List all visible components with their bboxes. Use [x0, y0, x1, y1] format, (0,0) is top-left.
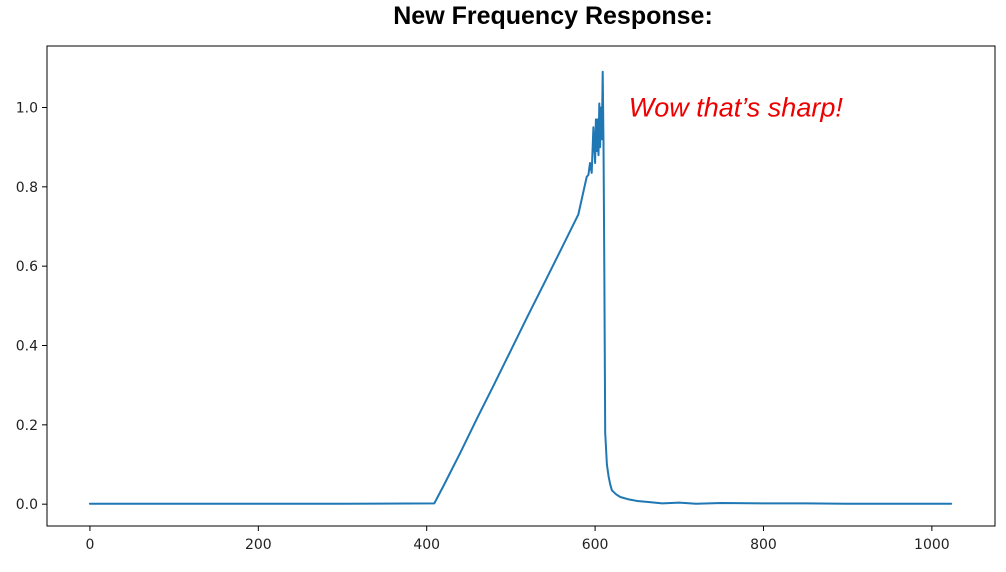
x-tick-label: 600 [582, 537, 609, 553]
y-tick-label: 0.2 [16, 418, 38, 434]
plot-area [46, 45, 996, 527]
annotation-text: Wow that’s sharp! [629, 92, 844, 122]
x-tick-label: 0 [85, 537, 94, 553]
series-layer [88, 70, 953, 505]
y-tick-label: 0.4 [16, 339, 38, 355]
y-tick-label: 0.6 [16, 259, 38, 275]
x-tick-label: 200 [245, 537, 272, 553]
x-tick-label: 400 [413, 537, 440, 553]
x-axis: 0 200 400 600 800 1000 [85, 526, 950, 553]
x-tick-label: 800 [750, 537, 777, 553]
y-tick-label: 0.8 [16, 180, 38, 196]
chart-title: New Frequency Response: [393, 2, 713, 30]
annotation-layer: Wow that’s sharp! [629, 92, 844, 122]
y-tick-label: 1.0 [16, 100, 38, 116]
series-line [88, 70, 953, 505]
y-axis: 0.0 0.2 0.4 0.6 0.8 1.0 [16, 100, 47, 513]
x-tick-label: 1000 [914, 537, 950, 553]
y-tick-label: 0.0 [16, 497, 38, 513]
